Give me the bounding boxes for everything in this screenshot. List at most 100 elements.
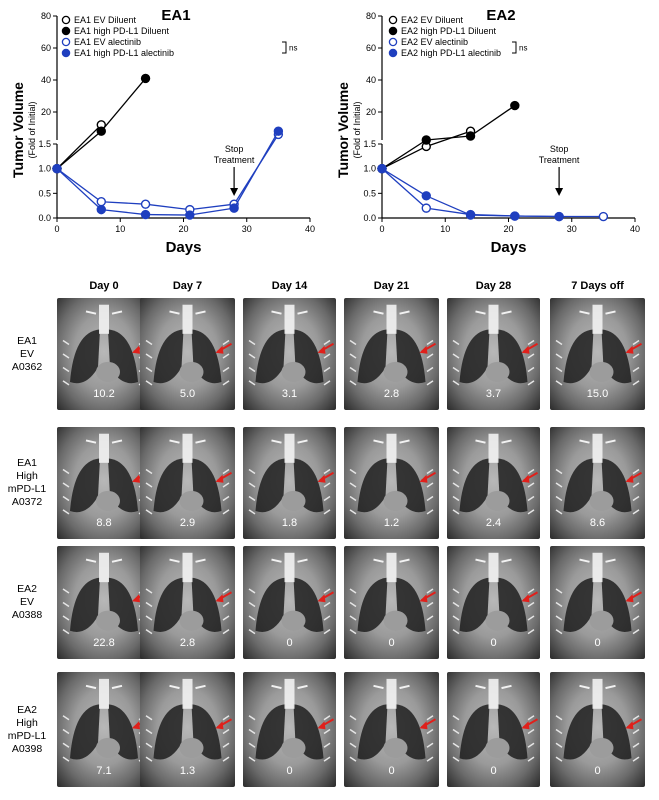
tumor-volume-value: 3.7 — [485, 388, 502, 400]
rib — [145, 495, 153, 502]
left-lung — [255, 458, 286, 513]
tumor-arrow-head — [419, 594, 428, 603]
y-tick-label: 1.5 — [38, 139, 51, 149]
x-tick-label: 0 — [54, 224, 59, 234]
rib — [632, 715, 640, 721]
clavicles — [373, 558, 410, 563]
legend-entry: EA1 EV Diluent — [74, 15, 137, 25]
growth-charts: EA1 0 10 20 30 40 0.0 0.5 1.0 1.5 20 40 60 80 Days Tumo… — [10, 7, 640, 256]
y-tick-label: 1.0 — [38, 164, 51, 174]
y-axis-label: Tumor Volume — [335, 82, 351, 178]
column-header: Day 28 — [475, 280, 512, 292]
legend-entry: EA2 high PD-L1 Diluent — [401, 26, 497, 36]
y-axis-label: Tumor Volume — [10, 82, 26, 178]
heart — [281, 490, 306, 511]
rib — [452, 482, 460, 488]
data-point — [377, 163, 387, 174]
rib — [145, 601, 153, 608]
rib — [452, 728, 460, 735]
y-axis-sublabel: (Fold of Initial) — [352, 101, 362, 158]
y-tick-label: 60 — [41, 43, 51, 53]
legend-marker — [388, 48, 398, 58]
tumor-arrow-head — [132, 594, 140, 603]
rib — [527, 509, 535, 515]
rib — [555, 380, 563, 386]
series-segment — [56, 130, 102, 170]
rib — [323, 728, 331, 735]
y-tick-label: 1.5 — [363, 139, 376, 149]
tumor-volume-value: 2.4 — [485, 517, 502, 529]
rib — [452, 339, 460, 346]
rib — [555, 468, 563, 475]
rib — [527, 601, 535, 608]
ct-scan: 0 — [344, 672, 439, 787]
spine — [386, 433, 397, 463]
heart — [485, 361, 510, 382]
rib — [527, 482, 535, 488]
tumor-volume-value: 0 — [286, 637, 293, 649]
rib — [62, 468, 70, 475]
legend-marker — [388, 15, 398, 25]
ct-scan: 0 — [550, 546, 645, 659]
rib — [248, 715, 256, 721]
x-tick-label: 0 — [379, 224, 384, 234]
rib — [222, 353, 230, 359]
rib — [452, 615, 460, 621]
series-segment — [100, 77, 147, 132]
rib — [323, 353, 331, 359]
row-label-line: A0398 — [11, 742, 43, 755]
y-tick-label: 80 — [366, 11, 376, 21]
tumor-arrow-head — [625, 474, 634, 483]
data-point — [96, 204, 106, 215]
rib — [527, 628, 535, 635]
ns-bracket — [512, 41, 517, 54]
heart — [589, 490, 614, 511]
y-axis-sublabel: (Fold of Initial) — [27, 101, 37, 158]
rib — [426, 601, 434, 608]
y-tick-label: 20 — [41, 107, 51, 117]
y-tick-label: 0.0 — [363, 213, 376, 223]
row-label-line: EA1 — [17, 457, 37, 469]
x-tick-label: 40 — [630, 224, 640, 234]
rib — [452, 742, 460, 748]
series-segment — [233, 130, 279, 209]
series-segment — [189, 203, 235, 211]
rib — [426, 756, 434, 762]
ct-scan-graphic — [349, 552, 436, 635]
spine — [386, 304, 397, 334]
rib — [555, 366, 563, 373]
annotation-arrow-head — [230, 188, 239, 196]
rib — [632, 588, 640, 594]
series-segment — [101, 208, 146, 216]
ct-scan-graphic — [145, 552, 232, 635]
left-lung — [153, 577, 184, 632]
data-point — [465, 131, 476, 141]
series-segment — [426, 130, 471, 148]
rib — [349, 728, 357, 735]
ct-scan-graphic — [349, 433, 436, 515]
rib — [323, 601, 331, 608]
y-tick-label: 0.0 — [38, 213, 51, 223]
series-segment — [470, 105, 516, 137]
left-lung — [563, 577, 594, 632]
y-tick-label: 40 — [41, 75, 51, 85]
annotation-arrow-head — [555, 188, 564, 196]
x-tick-label: 30 — [567, 224, 577, 234]
left-lung — [357, 577, 388, 632]
ct-scan-graphic — [62, 552, 149, 635]
rib — [426, 588, 434, 594]
chart-title: EA1 — [161, 7, 190, 24]
chart-ea1: EA1 0 10 20 30 40 0.0 0.5 1.0 1.5 20 40 60 80 Days Tumo… — [10, 7, 315, 256]
data-point — [421, 191, 431, 201]
ct-scan: 22.8 — [57, 546, 151, 659]
y-tick-label: 1.0 — [363, 164, 376, 174]
ct-scan-graphic — [452, 304, 538, 386]
heart — [589, 610, 614, 631]
heart — [281, 361, 306, 382]
spine — [99, 304, 109, 334]
x-tick-label: 20 — [178, 224, 188, 234]
row-label-line: mPD-L1 — [7, 729, 47, 742]
legend-marker — [61, 15, 71, 25]
left-lung — [153, 704, 184, 760]
ct-scan: 2.4 — [447, 427, 540, 539]
